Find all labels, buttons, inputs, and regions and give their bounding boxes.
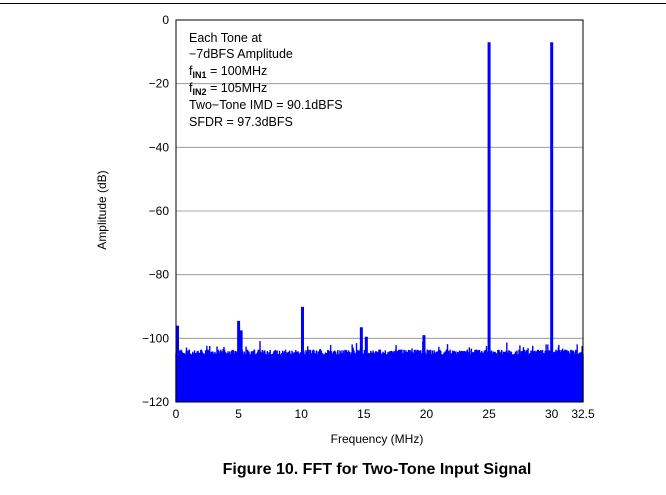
tick-layer: 0 −20 −40 −60 −80 −100 −120 0 5 10 15 20 25 30 32.5 <box>142 13 595 421</box>
y-tick-label: −100 <box>142 331 169 345</box>
x-tick-label: 10 <box>295 407 309 421</box>
top-rule <box>0 3 666 4</box>
annotation-fin1: fIN1 = 100MHz <box>189 64 267 80</box>
x-tick-label: 20 <box>420 407 434 421</box>
fin1-subscript: IN1 <box>192 70 206 80</box>
fin2-subscript: IN2 <box>192 87 206 97</box>
annotation-line-1: Each Tone at <box>189 31 262 45</box>
y-tick-label: −40 <box>149 140 170 154</box>
annotation-line-6: SFDR = 97.3dBFS <box>189 115 293 129</box>
x-tick-label: 30 <box>545 407 559 421</box>
y-tick-label: −80 <box>149 268 170 282</box>
noise-floor-band <box>176 354 583 402</box>
x-tick-label: 15 <box>357 407 371 421</box>
grid-layer <box>176 83 583 339</box>
y-tick-label: −20 <box>149 77 170 91</box>
annotation-box: Each Tone at −7dBFS Amplitude fIN1 = 100… <box>189 31 343 129</box>
annotation-fin2: fIN2 = 105MHz <box>189 81 267 97</box>
y-tick-label: −120 <box>142 395 169 409</box>
fin2-value: = 105MHz <box>207 81 268 95</box>
fin2-prefix: f <box>189 81 193 95</box>
y-tick-label: 0 <box>162 13 169 27</box>
x-axis-title: Frequency (MHz) <box>331 432 424 446</box>
x-tick-label: 0 <box>173 407 180 421</box>
fin1-value: = 100MHz <box>207 64 268 78</box>
annotation-line-2: −7dBFS Amplitude <box>189 47 293 61</box>
x-tick-label: 5 <box>235 407 242 421</box>
annotation-line-5: Two−Tone IMD = 90.1dBFS <box>189 98 343 112</box>
y-axis-title: Amplitude (dB) <box>95 170 109 249</box>
fin1-prefix: f <box>189 64 193 78</box>
x-tick-label: 32.5 <box>571 407 595 421</box>
y-tick-label: −60 <box>149 204 170 218</box>
figure-caption: Figure 10. FFT for Two-Tone Input Signal <box>223 461 532 478</box>
spectrum-trace <box>175 42 584 402</box>
plot-frame <box>175 19 584 403</box>
x-tick-label: 25 <box>482 407 496 421</box>
